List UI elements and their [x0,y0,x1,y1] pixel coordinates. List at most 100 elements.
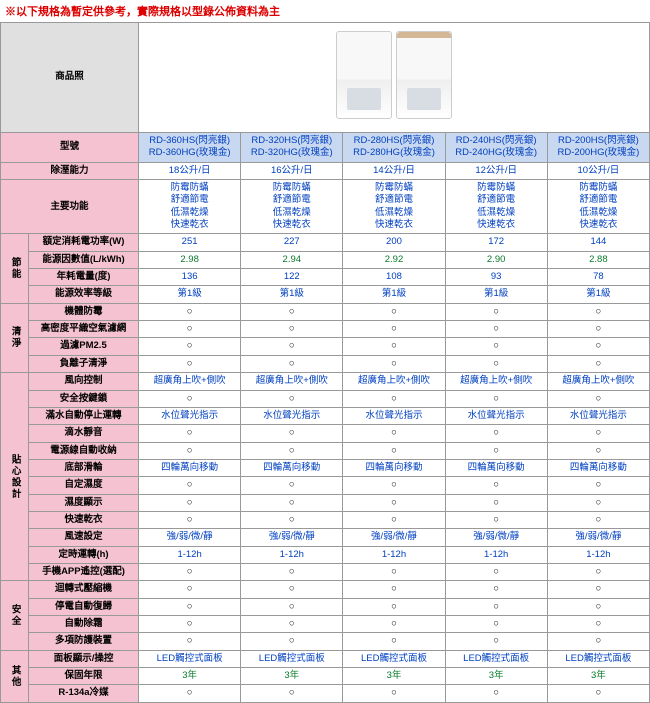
cell: ○ [241,355,343,372]
cell: ○ [343,511,445,528]
cell: ○ [241,477,343,494]
cell: ○ [547,685,649,702]
cell: ○ [547,598,649,615]
cell: ○ [241,425,343,442]
cell: 強/弱/微/靜 [241,529,343,546]
cell: ○ [343,581,445,598]
features-0: 防霉防蟎 舒適節電 低濕乾燥 快速乾衣 [139,180,241,234]
cell: ○ [547,338,649,355]
capacity-4: 10公升/日 [547,162,649,179]
cell: ○ [445,598,547,615]
cell: 2.90 [445,251,547,268]
cell: ○ [139,321,241,338]
cell: 251 [139,234,241,251]
features-header: 主要功能 [1,180,139,234]
cell: 3年 [139,668,241,685]
row-label: 高密度平織空氣濾網 [29,321,139,338]
model-col-0: RD-360HS(閃亮銀) RD-360HG(玫瑰金) [139,133,241,163]
cell: 227 [241,234,343,251]
cell: ○ [445,685,547,702]
cell: ○ [445,355,547,372]
product-photos [139,23,650,133]
cell: 1-12h [241,546,343,563]
row-label: 定時運轉(h) [29,546,139,563]
cell: 四輪萬向移動 [547,459,649,476]
cell: ○ [343,494,445,511]
cell: 四輪萬向移動 [241,459,343,476]
cell: 強/弱/微/靜 [547,529,649,546]
cell: 1-12h [445,546,547,563]
cell: 2.94 [241,251,343,268]
cell: 3年 [241,668,343,685]
cell: ○ [139,442,241,459]
cell: ○ [343,615,445,632]
cell: 144 [547,234,649,251]
cell: ○ [241,633,343,650]
cell: ○ [241,442,343,459]
cell: 3年 [343,668,445,685]
row-label: 底部滑輪 [29,459,139,476]
model-col-4: RD-200HS(閃亮銀) RD-200HG(玫瑰金) [547,133,649,163]
cell: ○ [241,338,343,355]
cell: 108 [343,269,445,286]
cell: ○ [343,390,445,407]
model-col-3: RD-240HS(閃亮銀) RD-240HG(玫瑰金) [445,133,547,163]
cell: 水位聲光指示 [241,407,343,424]
cell: ○ [445,615,547,632]
cell: ○ [343,598,445,615]
cell: ○ [547,581,649,598]
cell: 3年 [547,668,649,685]
cell: 超廣角上吹+側吹 [547,373,649,390]
cell: ○ [445,633,547,650]
model-col-2: RD-280HS(閃亮銀) RD-280HG(玫瑰金) [343,133,445,163]
cell: LED觸控式面板 [445,650,547,667]
cell: 第1級 [343,286,445,303]
cell: 第1級 [547,286,649,303]
cell: ○ [139,511,241,528]
cell: ○ [343,685,445,702]
row-label: R-134a冷媒 [29,685,139,702]
category-貼心設計: 貼心設計 [1,373,29,581]
cell: ○ [343,477,445,494]
row-label: 過濾PM2.5 [29,338,139,355]
row-label: 保固年限 [29,668,139,685]
cell: ○ [343,563,445,580]
cell: ○ [241,685,343,702]
cell: ○ [139,615,241,632]
cell: ○ [139,303,241,320]
cell: 超廣角上吹+側吹 [343,373,445,390]
cell: ○ [241,511,343,528]
features-3: 防霉防蟎 舒適節電 低濕乾燥 快速乾衣 [445,180,547,234]
cell: 1-12h [547,546,649,563]
row-label: 滿水自動停止運轉 [29,407,139,424]
features-4: 防霉防蟎 舒適節電 低濕乾燥 快速乾衣 [547,180,649,234]
capacity-header: 除溼能力 [1,162,139,179]
cell: 強/弱/微/靜 [445,529,547,546]
row-label: 迴轉式壓縮機 [29,581,139,598]
cell: ○ [241,321,343,338]
cell: LED觸控式面板 [343,650,445,667]
product-image-silver [336,31,392,119]
row-label: 濕度顯示 [29,494,139,511]
row-label: 風向控制 [29,373,139,390]
cell: 強/弱/微/靜 [139,529,241,546]
cell: ○ [547,425,649,442]
cell: 2.92 [343,251,445,268]
capacity-1: 16公升/日 [241,162,343,179]
cell: 四輪萬向移動 [445,459,547,476]
cell: 3年 [445,668,547,685]
cell: 第1級 [445,286,547,303]
model-header: 型號 [1,133,139,163]
cell: LED觸控式面板 [241,650,343,667]
row-label: 能源效率等級 [29,286,139,303]
row-label: 安全按鍵鎖 [29,390,139,407]
cell: ○ [241,563,343,580]
category-其他: 其他 [1,650,29,702]
cell: ○ [445,338,547,355]
cell: 172 [445,234,547,251]
row-label: 年耗電量(度) [29,269,139,286]
cell: 水位聲光指示 [343,407,445,424]
cell: ○ [547,563,649,580]
category-清淨: 清淨 [1,303,29,372]
product-image-gold [396,31,452,119]
